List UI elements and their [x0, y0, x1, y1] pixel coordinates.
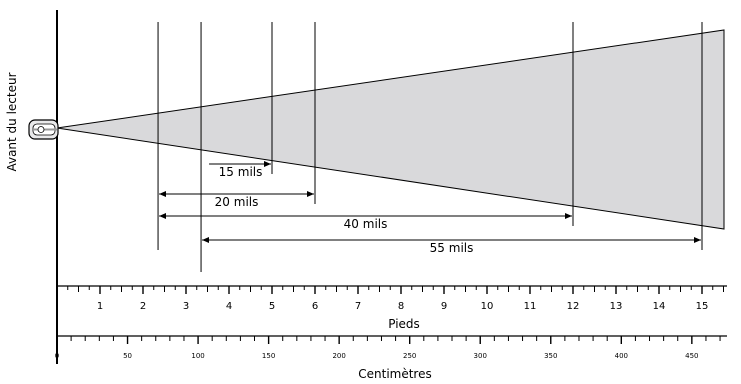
feet-axis-title: Pieds: [388, 317, 420, 331]
feet-tick-label: 4: [226, 301, 232, 312]
feet-tick-label: 15: [696, 301, 709, 312]
range-lines: 15 mils 20 mils 40 mils 55 mils: [157, 22, 703, 272]
cm-tick-label: 350: [544, 352, 557, 360]
feet-tick-label: 8: [398, 301, 404, 312]
feet-tick-label: 9: [441, 301, 447, 312]
range-label: 20 mils: [215, 195, 259, 209]
cm-tick-label: 150: [262, 352, 275, 360]
cm-tick-label: 100: [191, 352, 204, 360]
feet-tick-label: 2: [140, 301, 146, 312]
scan-beam-cone: [56, 29, 725, 230]
range-label: 55 mils: [430, 241, 474, 255]
feet-tick-label: 13: [610, 301, 623, 312]
range-label: 15 mils: [219, 165, 263, 179]
cm-tick-label: 300: [474, 352, 487, 360]
feet-tick-label: 10: [481, 301, 494, 312]
cm-tick-label: 50: [123, 352, 132, 360]
feet-tick-label: 11: [524, 301, 537, 312]
feet-tick-label: 5: [269, 301, 275, 312]
feet-tick-label: 3: [183, 301, 189, 312]
cm-tick-label: 450: [685, 352, 698, 360]
feet-tick-label: 6: [312, 301, 318, 312]
cm-tick-label: 0: [55, 352, 59, 360]
feet-tick-label: 14: [653, 301, 666, 312]
cm-tick-label: 200: [332, 352, 345, 360]
range-label: 40 mils: [344, 217, 388, 231]
feet-tick-label: 12: [567, 301, 580, 312]
cm-tick-label: 400: [615, 352, 628, 360]
cm-axis-title: Centimètres: [358, 367, 432, 381]
scanner-icon: [28, 119, 59, 140]
scanner-front-label: Avant du lecteur: [5, 72, 19, 171]
feet-tick-label: 7: [355, 301, 361, 312]
feet-tick-label: 1: [97, 301, 103, 312]
cm-tick-label: 250: [403, 352, 416, 360]
